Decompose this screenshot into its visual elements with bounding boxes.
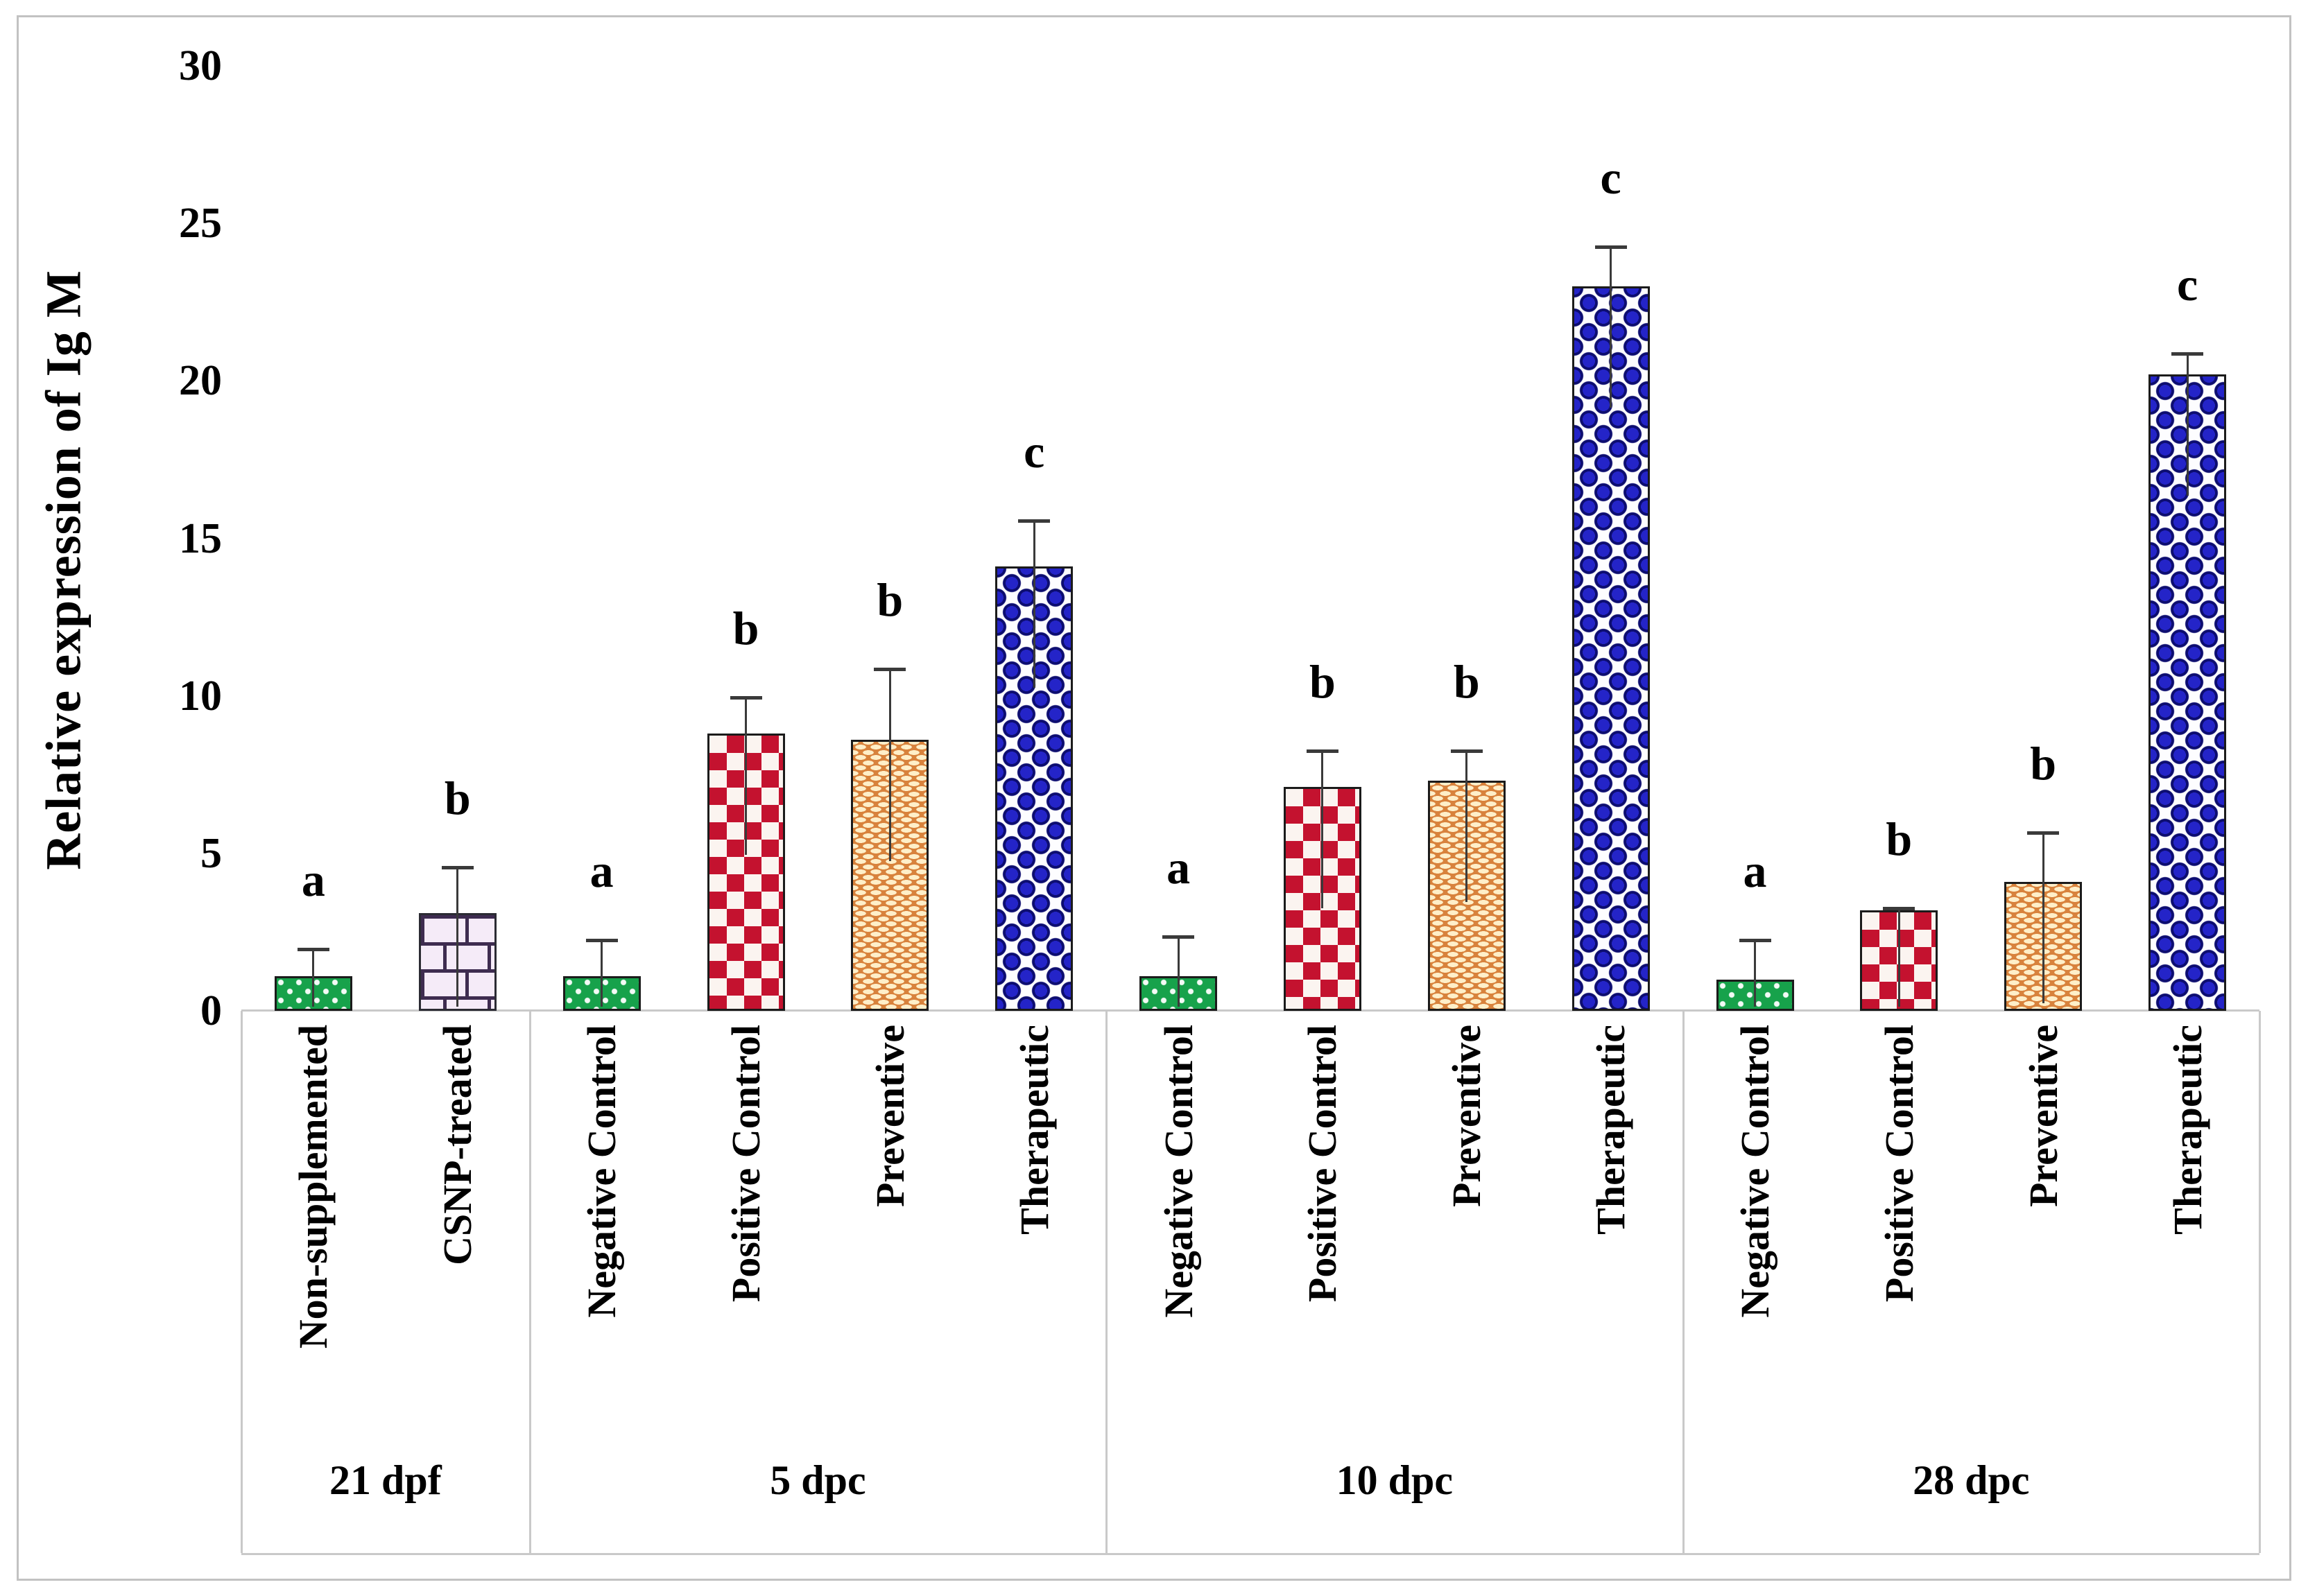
- label-area-bottom-line: [241, 1553, 2259, 1555]
- group-divider-line: [1682, 1011, 1685, 1553]
- group-label: 28 dpc: [1913, 1457, 2030, 1503]
- category-label-text: CSNP-treated: [435, 1025, 481, 1265]
- category-label-text: Negative Control: [1732, 1025, 1777, 1318]
- error-bar: [456, 866, 459, 1007]
- category-label-text: Therapeutic: [1011, 1025, 1057, 1235]
- significance-letter: b: [2030, 737, 2057, 790]
- group-label: 5 dpc: [770, 1457, 866, 1503]
- group-divider-line: [241, 1011, 243, 1553]
- group-divider-line: [528, 1011, 531, 1553]
- category-label-text: Therapeutic: [2164, 1025, 2210, 1235]
- group-divider-line: [2259, 1011, 2261, 1553]
- significance-letter: b: [444, 772, 471, 824]
- category-label: Non-supplemented: [286, 1025, 341, 1437]
- category-label-text: Negative Control: [1155, 1025, 1201, 1318]
- error-bar-cap: [874, 667, 906, 671]
- category-label: Therapeutic: [1583, 1025, 1639, 1437]
- error-bar: [888, 667, 891, 862]
- category-label: Positive Control: [1295, 1025, 1350, 1437]
- bar: [1571, 286, 1650, 1011]
- error-bar: [1897, 907, 1900, 1007]
- category-label-text: Positive Control: [1876, 1025, 1922, 1303]
- category-label: Preventive: [862, 1025, 918, 1437]
- category-label-text: Preventive: [2020, 1025, 2066, 1208]
- category-label-text: Preventive: [867, 1025, 913, 1208]
- category-label-text: Positive Control: [1300, 1025, 1345, 1303]
- error-bar-cap: [1450, 749, 1483, 753]
- group-label: 10 dpc: [1336, 1457, 1454, 1503]
- error-bar-cap: [2027, 831, 2060, 835]
- y-tick-label: 30: [179, 42, 222, 89]
- y-tick-label: 5: [200, 829, 222, 877]
- group-label: 21 dpf: [329, 1457, 442, 1503]
- error-bar-cap: [585, 938, 618, 942]
- y-tick-label: 25: [179, 200, 222, 248]
- category-label: Preventive: [1439, 1025, 1495, 1437]
- error-bar-cap: [1739, 938, 1771, 942]
- error-bar-cap: [1306, 749, 1338, 753]
- significance-letter: c: [1024, 425, 1045, 478]
- error-bar: [1465, 749, 1468, 903]
- error-bar-cap: [297, 948, 329, 952]
- error-bar: [1177, 935, 1180, 1007]
- bar: [995, 566, 1074, 1011]
- significance-letter: c: [1600, 150, 1621, 204]
- group-divider-line: [1105, 1011, 1108, 1553]
- error-bar: [2042, 831, 2044, 1003]
- category-label: Negative Control: [574, 1025, 630, 1437]
- bar: [562, 976, 641, 1011]
- y-axis-title: Relative expression of Ig M: [35, 270, 92, 870]
- category-label: CSNP-treated: [430, 1025, 485, 1437]
- error-bar: [1321, 749, 1324, 909]
- figure-frame: [17, 15, 2291, 1581]
- category-label: Therapeutic: [1006, 1025, 1062, 1437]
- category-label-text: Therapeutic: [1588, 1025, 1634, 1235]
- significance-letter: b: [1309, 654, 1336, 708]
- category-label: Positive Control: [718, 1025, 774, 1437]
- category-label-text: Negative Control: [579, 1025, 625, 1318]
- error-bar-cap: [2171, 352, 2204, 356]
- y-tick-label: 10: [179, 672, 222, 720]
- y-tick-label: 0: [200, 987, 222, 1034]
- y-tick-label: 20: [179, 357, 222, 405]
- category-label: Negative Control: [1151, 1025, 1206, 1437]
- significance-letter: b: [1453, 654, 1480, 708]
- error-bar: [312, 948, 315, 1007]
- category-label: Positive Control: [1871, 1025, 1927, 1437]
- significance-letter: a: [589, 844, 614, 897]
- significance-letter: a: [301, 853, 325, 907]
- category-label-text: Positive Control: [723, 1025, 768, 1303]
- category-label: Therapeutic: [2160, 1025, 2215, 1437]
- error-bar: [2186, 352, 2189, 496]
- significance-letter: c: [2176, 258, 2198, 311]
- error-bar: [1610, 245, 1612, 408]
- significance-letter: a: [1166, 840, 1191, 894]
- significance-letter: b: [732, 601, 759, 654]
- x-axis-line: [241, 1009, 2259, 1012]
- significance-letter: a: [1743, 844, 1767, 897]
- y-tick-label: 15: [179, 514, 222, 562]
- significance-letter: b: [1886, 813, 1913, 866]
- error-bar-cap: [730, 695, 762, 700]
- error-bar-cap: [1883, 907, 1915, 911]
- error-bar-cap: [441, 866, 474, 869]
- error-bar: [601, 938, 603, 1007]
- error-bar: [1033, 519, 1035, 688]
- significance-letter: b: [877, 573, 904, 626]
- error-bar: [745, 695, 747, 856]
- bar: [2148, 374, 2227, 1011]
- error-bar-cap: [1018, 519, 1051, 523]
- category-label: Preventive: [2015, 1025, 2071, 1437]
- category-label: Negative Control: [1728, 1025, 1783, 1437]
- category-label-text: Preventive: [1444, 1025, 1490, 1208]
- error-bar: [1754, 938, 1756, 1007]
- error-bar-cap: [1594, 245, 1627, 249]
- error-bar-cap: [1162, 935, 1195, 939]
- category-label-text: Non-supplemented: [291, 1025, 336, 1349]
